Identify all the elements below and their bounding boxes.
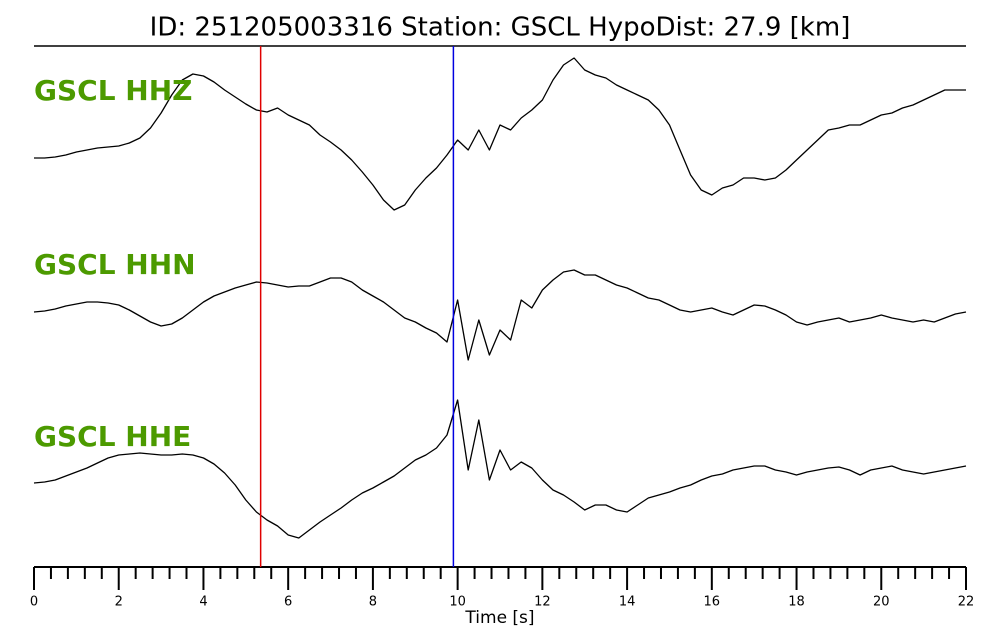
x-tick-label: 2 xyxy=(115,595,123,610)
chart-title: ID: 251205003316 Station: GSCL HypoDist:… xyxy=(150,13,851,43)
trace-label: GSCL HHN xyxy=(34,248,196,281)
trace xyxy=(33,269,967,361)
x-tick-label: 12 xyxy=(534,595,551,610)
x-tick-label: 8 xyxy=(369,595,377,610)
trace xyxy=(34,57,966,211)
x-tick-label: 20 xyxy=(873,595,890,610)
x-tick-label: 4 xyxy=(199,595,207,610)
x-tick-label: 22 xyxy=(958,595,975,610)
x-tick-label: 14 xyxy=(619,595,636,610)
trace-label: GSCL HHZ xyxy=(34,74,192,107)
x-tick-label: 0 xyxy=(30,595,38,610)
x-tick-label: 18 xyxy=(788,595,805,610)
x-axis-label: Time [s] xyxy=(464,608,534,628)
x-tick-label: 10 xyxy=(449,595,466,610)
trace xyxy=(33,399,967,539)
x-tick-label: 6 xyxy=(284,595,292,610)
trace-label: GSCL HHE xyxy=(34,420,191,453)
x-tick-label: 16 xyxy=(704,595,721,610)
